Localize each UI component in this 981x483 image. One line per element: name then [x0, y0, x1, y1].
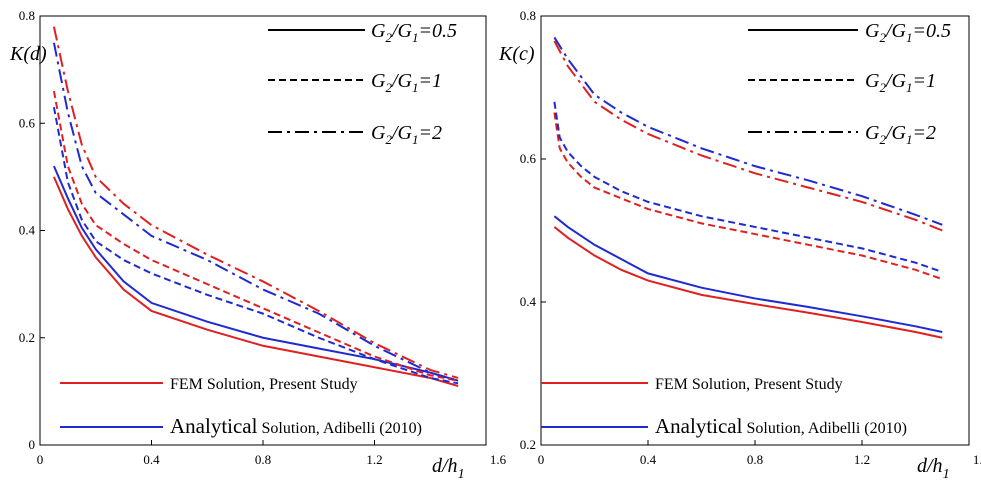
- y-axis-label: K(d): [9, 43, 47, 65]
- method-legend: FEM Solution, Present Study Analytical So…: [60, 376, 422, 438]
- y-tick-label: 0: [29, 437, 36, 452]
- series-fem-solid: [553, 226, 943, 339]
- legend-label-analytical: Analytical Solution, Adibelli (2010): [655, 414, 907, 438]
- x-ticks: 0 0.4 0.8 1.2 1.6: [37, 440, 507, 467]
- legend-label-dashdot: G2/G1=2: [371, 122, 442, 147]
- x-axis-label: d/h1: [917, 455, 950, 482]
- series-fem-dashed: [553, 112, 943, 281]
- x-tick-label: 0.4: [143, 452, 160, 467]
- x-tick-label: 0.8: [255, 452, 271, 467]
- legend-label-dashed: G2/G1=1: [865, 70, 936, 95]
- series-fem-dashdot: [553, 40, 943, 232]
- series-analytical-solid: [553, 215, 943, 334]
- legend-label-solid: G2/G1=0.5: [371, 20, 457, 45]
- x-tick-label: 1.6: [973, 452, 981, 467]
- x-tick-label: 1.2: [854, 452, 870, 467]
- x-axis-label-sub: 1: [458, 467, 465, 482]
- x-axis-label-main: d/h: [432, 455, 458, 477]
- x-tick-label: 0: [37, 452, 44, 467]
- y-ticks: 0.2 0.4 0.6 0.8: [520, 8, 546, 452]
- x-tick-label: 1.6: [490, 452, 507, 467]
- x-tick-label: 0.4: [640, 452, 657, 467]
- x-tick-label: 0.8: [747, 452, 763, 467]
- legend-label-solid: G2/G1=0.5: [865, 20, 951, 45]
- series-analytical-solid: [53, 165, 459, 382]
- ratio-legend: G2/G1=0.5 G2/G1=1 G2/G1=2: [748, 20, 951, 147]
- chart-k-c: 0.2 0.4 0.6 0.8 0 0.4 0.8 1.2 1.6 K(c) d/h1 G2/…: [498, 8, 981, 482]
- y-tick-label: 0.8: [520, 8, 536, 23]
- legend-label-dashed: G2/G1=1: [371, 70, 442, 95]
- y-ticks: 0 0.2 0.4 0.6 0.8: [19, 8, 45, 452]
- y-tick-label: 0.8: [19, 8, 35, 23]
- x-axis-label: d/h1: [432, 455, 465, 482]
- series-fem-dashdot: [52, 26, 459, 379]
- x-tick-label: 0: [538, 452, 545, 467]
- y-tick-label: 0.2: [19, 330, 35, 345]
- method-legend: FEM Solution, Present Study Analytical So…: [541, 376, 907, 438]
- y-tick-label: 0.4: [19, 223, 36, 238]
- series-fem-solid: [53, 176, 459, 387]
- y-tick-label: 0.6: [19, 115, 36, 130]
- series-analytical-dashdot: [553, 36, 943, 226]
- legend-label-analytical: Analytical Solution, Adibelli (2010): [170, 414, 422, 438]
- legend-label-dashdot: G2/G1=2: [865, 122, 936, 147]
- series-group: [553, 36, 943, 339]
- y-tick-label: 0.6: [520, 151, 537, 166]
- legend-label-fem: FEM Solution, Present Study: [655, 376, 843, 393]
- y-axis-label: K(c): [498, 43, 535, 65]
- y-tick-label: 0.2: [520, 437, 536, 452]
- legend-label-fem: FEM Solution, Present Study: [170, 376, 358, 393]
- series-analytical-dashdot: [52, 42, 459, 382]
- x-tick-label: 1.2: [366, 452, 382, 467]
- x-axis-label-sub: 1: [943, 467, 950, 482]
- chart-k-d: 0 0.2 0.4 0.6 0.8 0 0.4 0.8 1.2 1.6 K(d) d/h1 G2…: [9, 8, 507, 482]
- ratio-legend: G2/G1=0.5 G2/G1=1 G2/G1=2: [268, 20, 457, 147]
- series-analytical-dashed: [553, 101, 943, 273]
- x-ticks: 0 0.4 0.8 1.2 1.6: [538, 440, 981, 467]
- series-analytical-dashed: [52, 106, 459, 385]
- series-group: [52, 26, 459, 387]
- x-axis-label-main: d/h: [917, 455, 943, 477]
- y-tick-label: 0.4: [520, 294, 537, 309]
